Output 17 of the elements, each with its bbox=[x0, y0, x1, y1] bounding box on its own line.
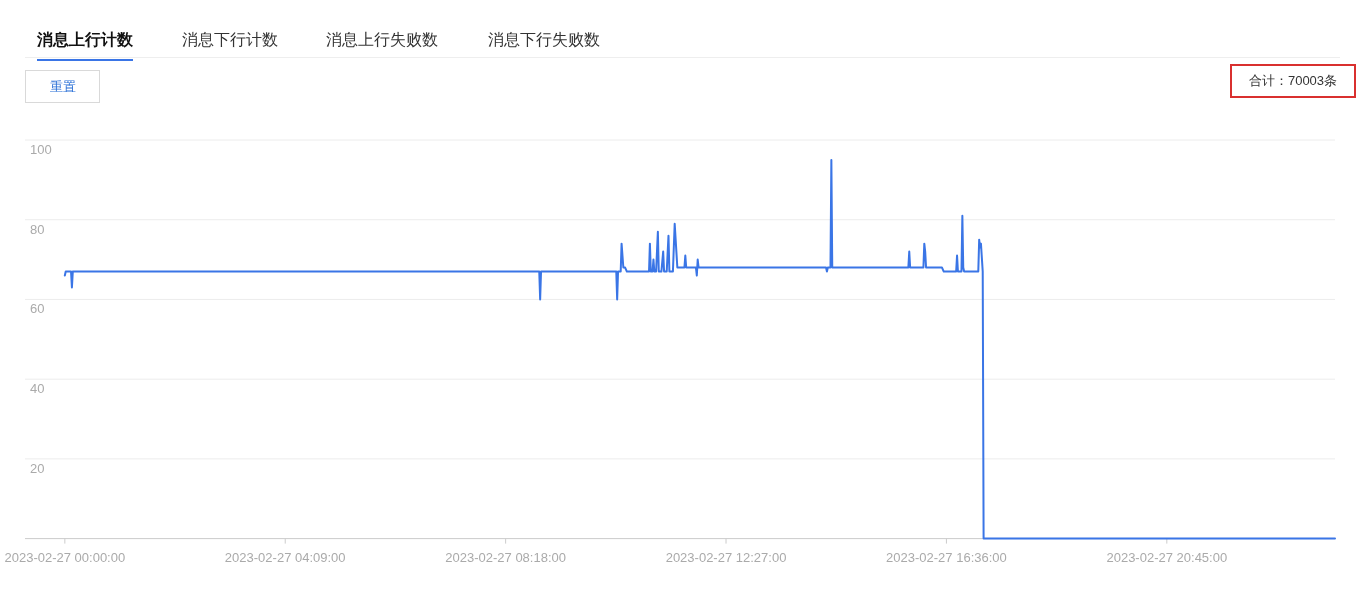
text: 消息下行失败数 bbox=[488, 30, 600, 50]
y-tick-label: 100 bbox=[30, 142, 52, 157]
text: 合计：70003条 bbox=[1230, 64, 1356, 98]
text: 消息上行计数 bbox=[37, 30, 133, 61]
text: 消息下行计数 bbox=[182, 30, 278, 50]
y-tick-label: 40 bbox=[30, 381, 45, 397]
text: 重置 bbox=[25, 70, 100, 103]
y-tick-label: 20 bbox=[30, 460, 45, 476]
text: 消息上行失败数 bbox=[326, 30, 438, 50]
x-tick-label: 2023-02-27 00:00:00 bbox=[4, 549, 126, 565]
x-tick-label: 2023-02-27 08:18:00 bbox=[445, 549, 566, 565]
y-tick-label: 80 bbox=[30, 221, 45, 237]
x-tick-label: 2023-02-27 20:45:00 bbox=[1106, 549, 1228, 565]
x-tick-label: 2023-02-27 04:09:00 bbox=[224, 549, 346, 565]
y-tick-label: 60 bbox=[30, 301, 45, 317]
x-tick-label: 2023-02-27 12:27:00 bbox=[665, 549, 787, 565]
x-tick-label: 2023-02-27 16:36:00 bbox=[886, 549, 1007, 565]
